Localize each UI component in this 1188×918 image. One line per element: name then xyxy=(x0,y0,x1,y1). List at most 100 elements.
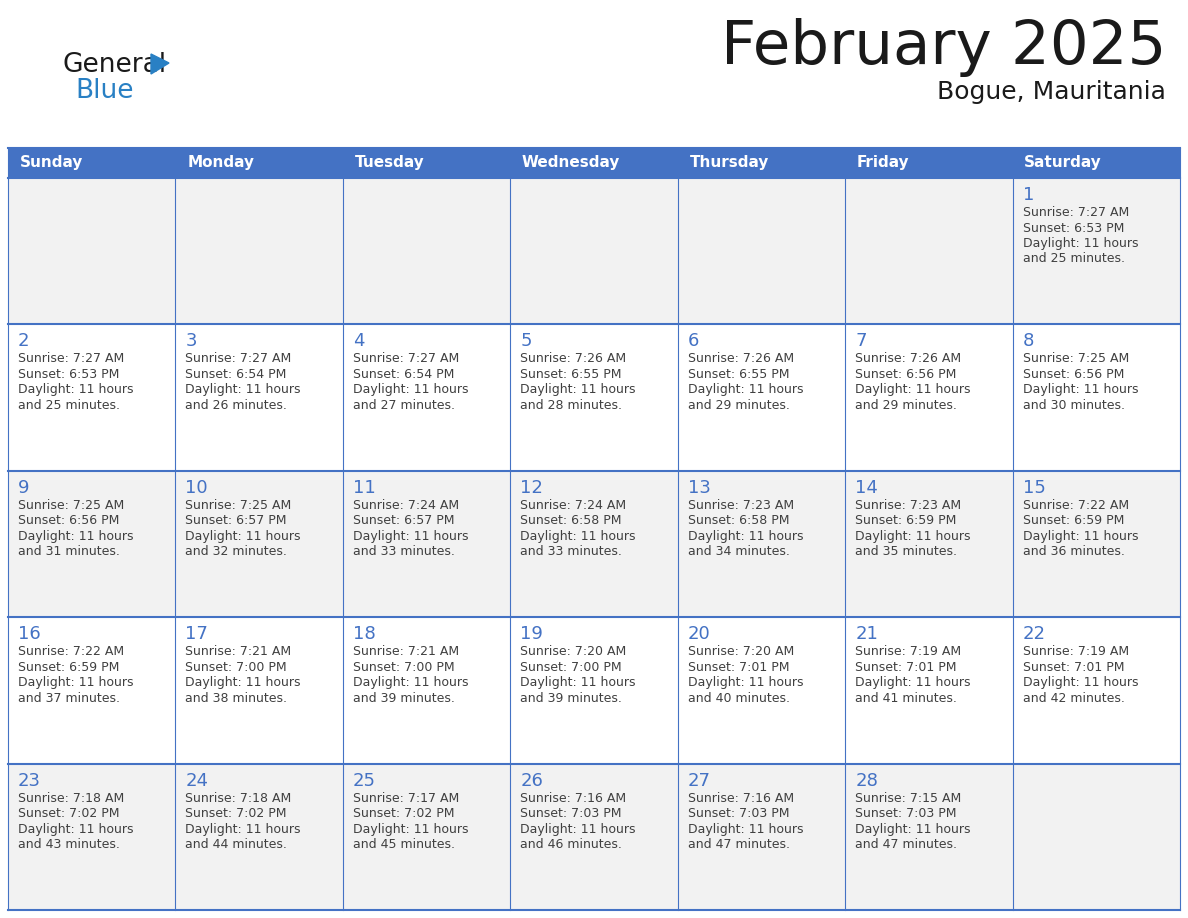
Text: 8: 8 xyxy=(1023,332,1034,351)
Text: Sunrise: 7:21 AM: Sunrise: 7:21 AM xyxy=(353,645,459,658)
Text: February 2025: February 2025 xyxy=(721,18,1165,77)
Text: Sunset: 7:03 PM: Sunset: 7:03 PM xyxy=(855,807,956,820)
Text: and 31 minutes.: and 31 minutes. xyxy=(18,545,120,558)
Text: Daylight: 11 hours: Daylight: 11 hours xyxy=(520,823,636,835)
Text: Sunset: 6:54 PM: Sunset: 6:54 PM xyxy=(353,368,454,381)
Text: Sunrise: 7:22 AM: Sunrise: 7:22 AM xyxy=(1023,498,1129,512)
Text: Daylight: 11 hours: Daylight: 11 hours xyxy=(1023,677,1138,689)
Bar xyxy=(677,617,845,764)
Text: Sunset: 7:01 PM: Sunset: 7:01 PM xyxy=(855,661,956,674)
Bar xyxy=(845,148,1012,178)
Text: Sunset: 6:59 PM: Sunset: 6:59 PM xyxy=(855,514,956,527)
Text: 14: 14 xyxy=(855,479,878,497)
Text: 13: 13 xyxy=(688,479,710,497)
Bar xyxy=(343,471,511,617)
Text: Sunset: 7:03 PM: Sunset: 7:03 PM xyxy=(520,807,621,820)
Text: Sunset: 6:56 PM: Sunset: 6:56 PM xyxy=(855,368,956,381)
Polygon shape xyxy=(151,54,169,74)
Text: Sunday: Sunday xyxy=(20,155,83,171)
Bar xyxy=(176,617,343,764)
Text: and 38 minutes.: and 38 minutes. xyxy=(185,691,287,705)
Bar xyxy=(677,148,845,178)
Text: Sunset: 6:57 PM: Sunset: 6:57 PM xyxy=(185,514,287,527)
Text: Sunrise: 7:24 AM: Sunrise: 7:24 AM xyxy=(520,498,626,512)
Text: 21: 21 xyxy=(855,625,878,644)
Text: Sunrise: 7:23 AM: Sunrise: 7:23 AM xyxy=(688,498,794,512)
Text: 16: 16 xyxy=(18,625,40,644)
Text: 6: 6 xyxy=(688,332,699,351)
Text: Saturday: Saturday xyxy=(1024,155,1102,171)
Text: and 35 minutes.: and 35 minutes. xyxy=(855,545,958,558)
Text: Daylight: 11 hours: Daylight: 11 hours xyxy=(520,677,636,689)
Text: Thursday: Thursday xyxy=(689,155,769,171)
Text: Sunrise: 7:20 AM: Sunrise: 7:20 AM xyxy=(688,645,794,658)
Bar xyxy=(1012,178,1180,324)
Text: 25: 25 xyxy=(353,772,375,789)
Text: Daylight: 11 hours: Daylight: 11 hours xyxy=(855,384,971,397)
Bar xyxy=(677,764,845,910)
Bar xyxy=(677,324,845,471)
Text: Wednesday: Wednesday xyxy=(522,155,620,171)
Bar xyxy=(1012,617,1180,764)
Text: Daylight: 11 hours: Daylight: 11 hours xyxy=(18,384,133,397)
Text: and 27 minutes.: and 27 minutes. xyxy=(353,399,455,412)
Text: Sunset: 6:53 PM: Sunset: 6:53 PM xyxy=(18,368,120,381)
Text: Sunrise: 7:27 AM: Sunrise: 7:27 AM xyxy=(18,353,125,365)
Text: 15: 15 xyxy=(1023,479,1045,497)
Bar xyxy=(511,148,677,178)
Bar xyxy=(8,471,176,617)
Text: 22: 22 xyxy=(1023,625,1045,644)
Bar xyxy=(343,178,511,324)
Text: and 33 minutes.: and 33 minutes. xyxy=(353,545,455,558)
Bar xyxy=(511,324,677,471)
Text: Daylight: 11 hours: Daylight: 11 hours xyxy=(18,677,133,689)
Text: Daylight: 11 hours: Daylight: 11 hours xyxy=(353,384,468,397)
Text: Sunset: 6:58 PM: Sunset: 6:58 PM xyxy=(688,514,789,527)
Text: Daylight: 11 hours: Daylight: 11 hours xyxy=(185,677,301,689)
Bar xyxy=(8,617,176,764)
Text: 17: 17 xyxy=(185,625,208,644)
Text: Daylight: 11 hours: Daylight: 11 hours xyxy=(185,384,301,397)
Text: Sunset: 6:59 PM: Sunset: 6:59 PM xyxy=(1023,514,1124,527)
Text: Sunset: 7:02 PM: Sunset: 7:02 PM xyxy=(18,807,120,820)
Text: Daylight: 11 hours: Daylight: 11 hours xyxy=(353,677,468,689)
Text: Daylight: 11 hours: Daylight: 11 hours xyxy=(520,530,636,543)
Text: Sunrise: 7:19 AM: Sunrise: 7:19 AM xyxy=(855,645,961,658)
Text: 18: 18 xyxy=(353,625,375,644)
Text: Daylight: 11 hours: Daylight: 11 hours xyxy=(688,384,803,397)
Text: and 26 minutes.: and 26 minutes. xyxy=(185,399,287,412)
Text: Sunrise: 7:18 AM: Sunrise: 7:18 AM xyxy=(18,791,125,804)
Bar xyxy=(343,324,511,471)
Text: Daylight: 11 hours: Daylight: 11 hours xyxy=(520,384,636,397)
Text: and 41 minutes.: and 41 minutes. xyxy=(855,691,958,705)
Text: and 29 minutes.: and 29 minutes. xyxy=(688,399,790,412)
Text: Sunrise: 7:19 AM: Sunrise: 7:19 AM xyxy=(1023,645,1129,658)
Text: 24: 24 xyxy=(185,772,208,789)
Text: 7: 7 xyxy=(855,332,867,351)
Text: Sunrise: 7:16 AM: Sunrise: 7:16 AM xyxy=(520,791,626,804)
Text: Daylight: 11 hours: Daylight: 11 hours xyxy=(688,530,803,543)
Bar xyxy=(176,471,343,617)
Text: 4: 4 xyxy=(353,332,365,351)
Text: and 46 minutes.: and 46 minutes. xyxy=(520,838,623,851)
Text: Sunset: 7:01 PM: Sunset: 7:01 PM xyxy=(688,661,789,674)
Text: and 33 minutes.: and 33 minutes. xyxy=(520,545,623,558)
Text: Daylight: 11 hours: Daylight: 11 hours xyxy=(855,530,971,543)
Text: Sunrise: 7:23 AM: Sunrise: 7:23 AM xyxy=(855,498,961,512)
Text: and 36 minutes.: and 36 minutes. xyxy=(1023,545,1125,558)
Text: 2: 2 xyxy=(18,332,30,351)
Text: Daylight: 11 hours: Daylight: 11 hours xyxy=(18,530,133,543)
Text: Daylight: 11 hours: Daylight: 11 hours xyxy=(855,677,971,689)
Text: Sunrise: 7:16 AM: Sunrise: 7:16 AM xyxy=(688,791,794,804)
Text: 10: 10 xyxy=(185,479,208,497)
Text: Sunset: 7:02 PM: Sunset: 7:02 PM xyxy=(185,807,287,820)
Text: 3: 3 xyxy=(185,332,197,351)
Bar xyxy=(343,764,511,910)
Bar xyxy=(511,471,677,617)
Text: Sunrise: 7:27 AM: Sunrise: 7:27 AM xyxy=(353,353,459,365)
Bar xyxy=(845,324,1012,471)
Bar xyxy=(176,324,343,471)
Text: Daylight: 11 hours: Daylight: 11 hours xyxy=(688,823,803,835)
Text: Sunrise: 7:21 AM: Sunrise: 7:21 AM xyxy=(185,645,291,658)
Bar xyxy=(343,617,511,764)
